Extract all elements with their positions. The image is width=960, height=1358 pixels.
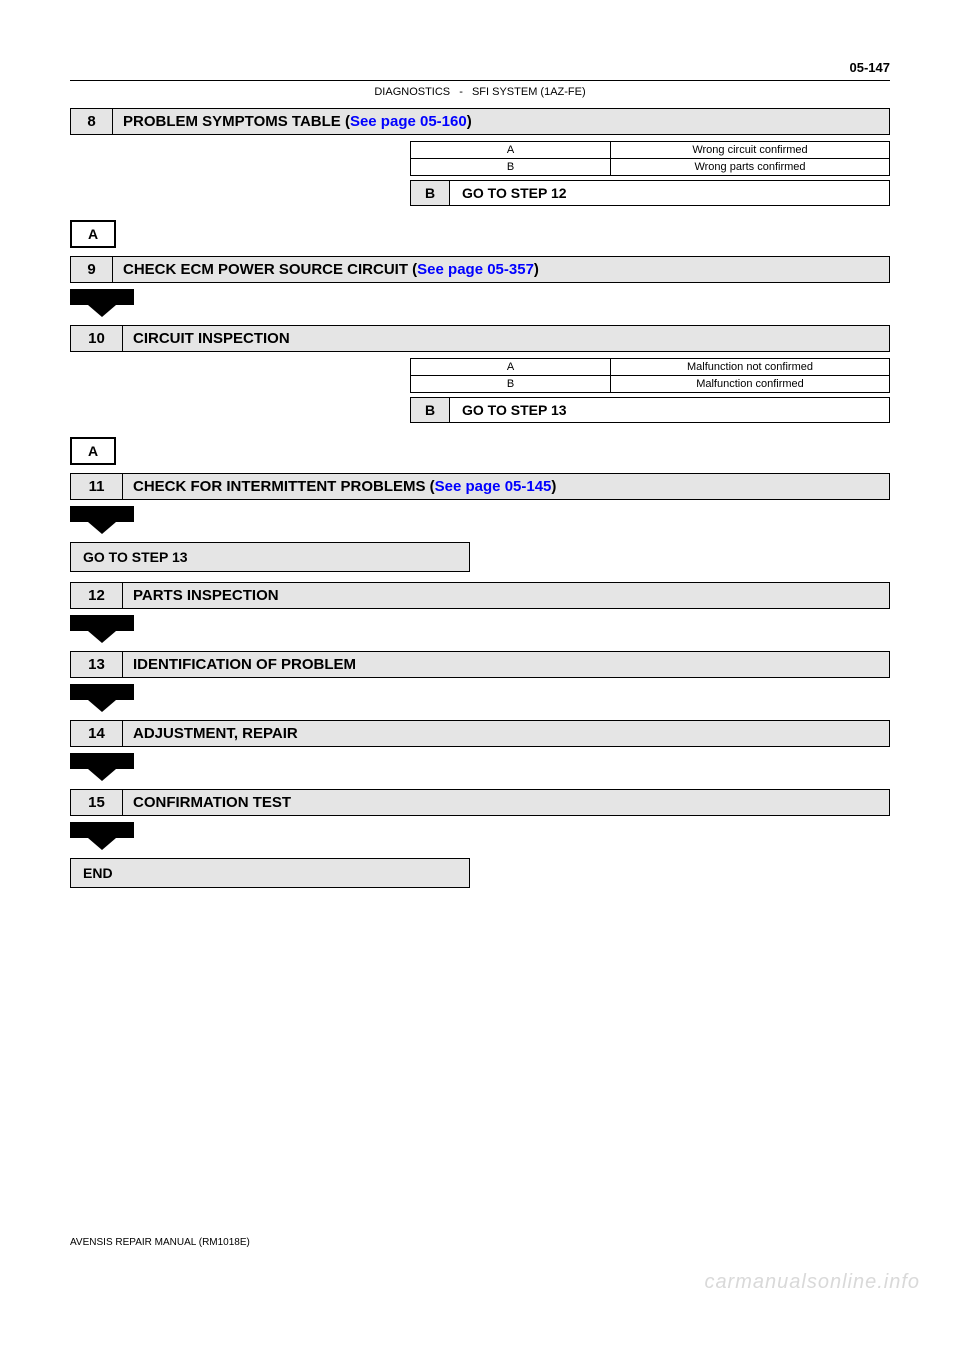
step-8-title: PROBLEM SYMPTOMS TABLE (See page 05-160) — [113, 109, 889, 134]
table-row: B Wrong parts confirmed — [411, 159, 890, 176]
header-text: DIAGNOSTICS - SFI SYSTEM (1AZ-FE) — [0, 86, 960, 98]
step-13-bar: 13 IDENTIFICATION OF PROBLEM — [70, 651, 890, 678]
step-8-branch: A — [70, 220, 116, 248]
step-10-goto: B GO TO STEP 13 — [410, 397, 890, 423]
result-text: Malfunction not confirmed — [611, 359, 890, 376]
step-8-bar: 8 PROBLEM SYMPTOMS TABLE (See page 05-16… — [70, 108, 890, 135]
step-11-title: CHECK FOR INTERMITTENT PROBLEMS (See pag… — [123, 474, 889, 499]
step-10-branch: A — [70, 437, 116, 465]
step-13-title: IDENTIFICATION OF PROBLEM — [123, 652, 889, 677]
header-rule — [70, 80, 890, 81]
end-box: END — [70, 858, 470, 888]
result-key: A — [411, 142, 611, 159]
result-text: Wrong parts confirmed — [611, 159, 890, 176]
step-8-result-table: A Wrong circuit confirmed B Wrong parts … — [410, 141, 890, 176]
step-11-title-prefix: CHECK FOR INTERMITTENT PROBLEMS ( — [133, 478, 435, 495]
step-15-bar: 15 CONFIRMATION TEST — [70, 789, 890, 816]
step-12-title: PARTS INSPECTION — [123, 583, 889, 608]
result-text: Wrong circuit confirmed — [611, 142, 890, 159]
watermark: carmanualsonline.info — [704, 1271, 920, 1294]
step-9-title-prefix: CHECK ECM POWER SOURCE CIRCUIT ( — [123, 261, 417, 278]
step-8-title-suffix: ) — [467, 113, 472, 130]
header-left: DIAGNOSTICS — [374, 86, 450, 98]
step-11-num: 11 — [71, 474, 123, 499]
goto-label: B — [410, 397, 450, 423]
step-11-link[interactable]: See page 05-145 — [435, 478, 552, 495]
step-8-goto: B GO TO STEP 12 — [410, 180, 890, 206]
step-9-num: 9 — [71, 257, 113, 282]
step-9-bar: 9 CHECK ECM POWER SOURCE CIRCUIT (See pa… — [70, 256, 890, 283]
result-text: Malfunction confirmed — [611, 376, 890, 393]
page-number: 05-147 — [850, 60, 890, 75]
step-11-action: GO TO STEP 13 — [70, 542, 470, 572]
step-14-bar: 14 ADJUSTMENT, REPAIR — [70, 720, 890, 747]
result-key: A — [411, 359, 611, 376]
down-arrow-icon — [70, 753, 134, 781]
down-arrow-icon — [70, 615, 134, 643]
step-8-link[interactable]: See page 05-160 — [350, 113, 467, 130]
step-14-title: ADJUSTMENT, REPAIR — [123, 721, 889, 746]
header-dash: - — [459, 86, 463, 98]
step-15-title: CONFIRMATION TEST — [123, 790, 889, 815]
step-10-title: CIRCUIT INSPECTION — [123, 326, 889, 351]
table-row: A Malfunction not confirmed — [411, 359, 890, 376]
step-10-result-table: A Malfunction not confirmed B Malfunctio… — [410, 358, 890, 393]
step-13-num: 13 — [71, 652, 123, 677]
step-10-num: 10 — [71, 326, 123, 351]
result-key: B — [411, 376, 611, 393]
down-arrow-icon — [70, 822, 134, 850]
table-row: B Malfunction confirmed — [411, 376, 890, 393]
down-arrow-icon — [70, 684, 134, 712]
down-arrow-icon — [70, 506, 134, 534]
step-11-bar: 11 CHECK FOR INTERMITTENT PROBLEMS (See … — [70, 473, 890, 500]
step-9-link[interactable]: See page 05-357 — [417, 261, 534, 278]
goto-label: B — [410, 180, 450, 206]
goto-text: GO TO STEP 12 — [450, 180, 890, 206]
step-9-title: CHECK ECM POWER SOURCE CIRCUIT (See page… — [113, 257, 889, 282]
step-10-bar: 10 CIRCUIT INSPECTION — [70, 325, 890, 352]
page: 05-147 DIAGNOSTICS - SFI SYSTEM (1AZ-FE)… — [0, 0, 960, 1358]
goto-text: GO TO STEP 13 — [450, 397, 890, 423]
step-14-num: 14 — [71, 721, 123, 746]
footer-text: AVENSIS REPAIR MANUAL (RM1018E) — [70, 1237, 250, 1248]
step-11-title-suffix: ) — [551, 478, 556, 495]
result-key: B — [411, 159, 611, 176]
header-right: SFI SYSTEM (1AZ-FE) — [472, 86, 586, 98]
step-12-bar: 12 PARTS INSPECTION — [70, 582, 890, 609]
step-9-title-suffix: ) — [534, 261, 539, 278]
step-8-title-prefix: PROBLEM SYMPTOMS TABLE ( — [123, 113, 350, 130]
step-8-num: 8 — [71, 109, 113, 134]
content: 8 PROBLEM SYMPTOMS TABLE (See page 05-16… — [70, 108, 890, 898]
table-row: A Wrong circuit confirmed — [411, 142, 890, 159]
step-15-num: 15 — [71, 790, 123, 815]
step-12-num: 12 — [71, 583, 123, 608]
down-arrow-icon — [70, 289, 134, 317]
